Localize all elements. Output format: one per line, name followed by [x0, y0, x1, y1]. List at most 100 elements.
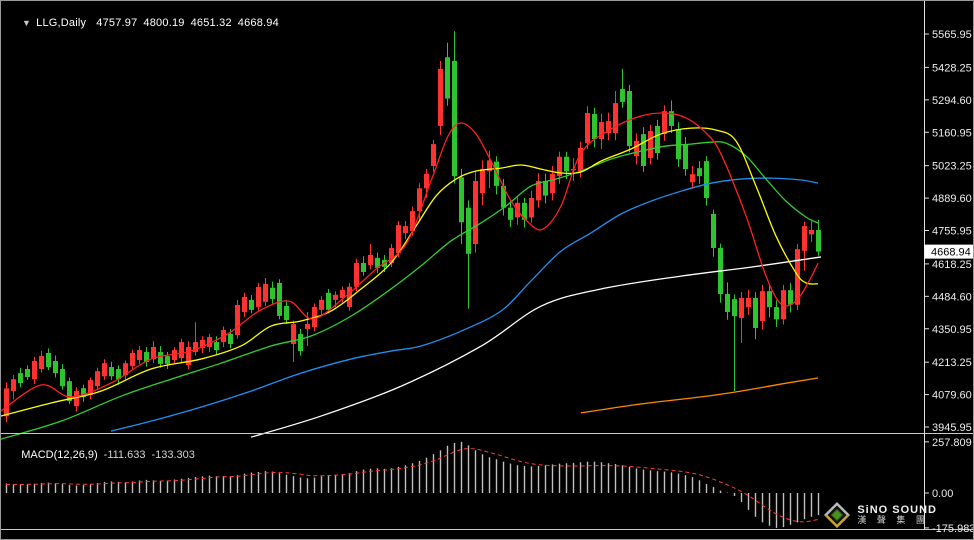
chart-header[interactable]: ▼ LLG,Daily 4757.97 4800.19 4651.32 4668.94: [9, 5, 285, 41]
price-axis-label: 4755.95: [932, 226, 972, 238]
candle-body: [669, 111, 674, 126]
macd-axis-label: 257.809: [932, 437, 972, 449]
price-axis-label: 5565.95: [932, 29, 972, 41]
logo-text-cn: 漢 聲 集 團: [857, 515, 929, 526]
candle-body: [739, 297, 744, 319]
candle-body: [151, 346, 156, 360]
candle-body: [361, 262, 366, 272]
candle-body: [662, 111, 667, 134]
candle-body: [158, 352, 163, 364]
candle-body: [543, 180, 548, 196]
candle-body: [137, 350, 142, 361]
candle-body: [298, 334, 303, 352]
candle-body: [396, 225, 401, 254]
candle-body: [606, 121, 611, 133]
candle-body: [704, 161, 709, 198]
macd-axis-label: 0.00: [932, 488, 953, 500]
close-value: 4668.94: [237, 17, 279, 29]
candle-body: [753, 297, 758, 329]
candle-body: [725, 294, 730, 312]
candle-body: [95, 371, 100, 387]
price-axis-label: 5160.95: [932, 127, 972, 139]
ma-white: [250, 256, 822, 438]
candle-body: [816, 230, 821, 252]
macd-label: MACD(12,26,9): [21, 449, 98, 461]
candle-body: [480, 168, 485, 194]
macd-indicator-label: MACD(12,26,9) -111.633 -133.303: [9, 437, 195, 473]
candle-body: [368, 254, 373, 265]
candle-body: [746, 297, 751, 308]
candle-body: [557, 156, 562, 177]
current-price-value: 4668.94: [931, 247, 971, 259]
candle-body: [165, 356, 170, 364]
candle-body: [620, 89, 625, 102]
candle-body: [683, 144, 688, 170]
candle-body: [802, 226, 807, 251]
candle-body: [18, 373, 23, 384]
candle-body: [81, 388, 86, 398]
candle-body: [235, 304, 240, 336]
price-axis-label: 5023.25: [932, 161, 972, 173]
price-axis[interactable]: 5565.95 5428.25 5294.60 5160.95 5023.25 4889.…: [924, 29, 974, 535]
candle-body: [291, 324, 296, 345]
candle-body: [473, 180, 478, 245]
candle-body: [788, 290, 793, 305]
candle-body: [760, 291, 765, 321]
candle-body: [655, 125, 660, 154]
symbol-label[interactable]: LLG,Daily: [36, 17, 87, 29]
candle-body: [410, 211, 415, 231]
candle-body: [585, 113, 590, 143]
candle-body: [347, 286, 352, 307]
candle-body: [599, 122, 604, 140]
current-price-tag: [924, 244, 973, 259]
price-axis-label: 3945.95: [932, 422, 972, 434]
symbol-dropdown-icon[interactable]: ▼: [22, 18, 32, 28]
candle-body: [193, 342, 198, 353]
candle-body: [774, 307, 779, 320]
candle-body: [305, 323, 310, 329]
candle-body: [102, 363, 107, 377]
candle-body: [130, 352, 135, 367]
candle-body: [67, 381, 72, 402]
candle-body: [25, 369, 30, 378]
candle-body: [319, 299, 324, 310]
candle-body: [200, 339, 205, 348]
candle-body: [109, 367, 114, 377]
price-axis-label: 4213.25: [932, 357, 972, 369]
candle-body: [277, 282, 282, 316]
candle-body: [627, 90, 632, 147]
candle-body: [634, 140, 639, 157]
candle-body: [767, 291, 772, 308]
candle-body: [809, 230, 814, 235]
candle-body: [431, 144, 436, 166]
candle-body: [228, 333, 233, 345]
price-axis-label: 5294.60: [932, 95, 972, 107]
price-axis-label: 4889.60: [932, 193, 972, 205]
macd-signal-line: [5, 448, 819, 523]
candle-body: [179, 342, 184, 359]
candle-body: [459, 177, 464, 223]
candle-body: [32, 361, 37, 380]
candle-body: [522, 202, 527, 220]
candle-body: [613, 103, 618, 133]
price-axis-label: 5428.25: [932, 62, 972, 74]
candle-body: [74, 391, 79, 407]
candle-body: [116, 369, 121, 380]
candle-body: [529, 197, 534, 218]
candle-body: [172, 350, 177, 361]
candle-body: [690, 174, 695, 183]
candle-body: [375, 257, 380, 268]
candle-body: [732, 299, 737, 317]
ma-orange: [580, 377, 819, 414]
candle-body: [46, 352, 51, 368]
candle-body: [452, 60, 457, 177]
candle-body: [39, 355, 44, 370]
macd-signal-value: -133.303: [151, 449, 195, 461]
open-value: 4757.97: [96, 17, 138, 29]
price-axis-label: 4484.60: [932, 291, 972, 303]
candle-body: [340, 289, 345, 298]
candle-body: [207, 336, 212, 347]
